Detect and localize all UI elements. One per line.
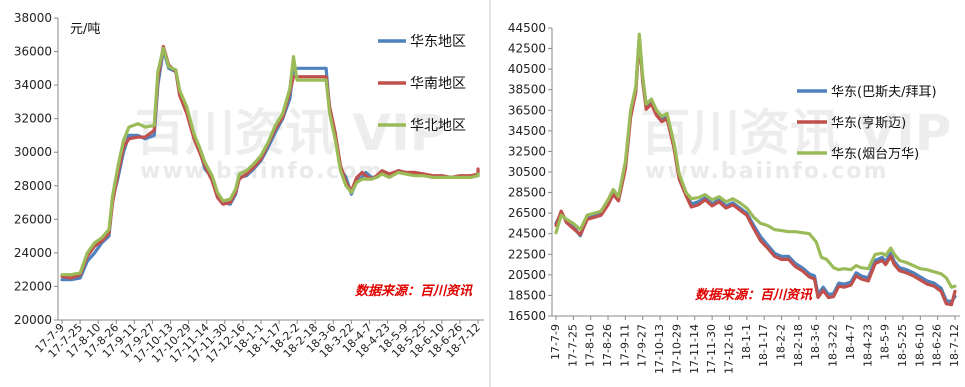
chart-right: 百川资讯 VIP www.baiinfo.com 16500 18500 20500… [508, 21, 961, 374]
x-tick-label: 18-2-2 [775, 324, 788, 360]
y-axis-left: 20000 22000 24000 26000 28000 30000 32000 34000… [14, 11, 58, 327]
y-tick-label: 26500 [508, 206, 546, 220]
y-tick-label: 20000 [14, 313, 52, 327]
x-tick-label: 18-1-1 [740, 324, 753, 360]
legend-label: 华北地区 [410, 118, 466, 134]
x-tick-label: 17-7-9 [549, 324, 562, 360]
y-tick-label: 28500 [508, 186, 546, 200]
y-tick-label: 30000 [14, 145, 52, 159]
legend-label: 华东地区 [410, 34, 466, 50]
y-tick-label: 34500 [508, 124, 546, 138]
x-tick-label: 17-8-10 [584, 324, 597, 367]
x-tick-label: 18-6-26 [931, 324, 944, 367]
series-line-right-3 [554, 32, 957, 289]
watermark-text-left: 百川资讯 VIP [135, 104, 446, 162]
source-label-right: 数据来源：百川资讯 [695, 287, 813, 303]
legend-label: 华东(亨斯迈) [831, 115, 906, 131]
x-tick-label: 17-8-26 [601, 324, 614, 367]
chart-left: 百川资讯 VIP www.baiinfo.com 200002200024000… [14, 11, 484, 365]
watermark-url-right: www.baiinfo.com [645, 159, 888, 184]
y-tick-label: 38000 [14, 11, 52, 25]
y-tick-label: 22500 [508, 247, 546, 261]
y-tick-label: 34000 [14, 78, 52, 92]
y-tick-label: 24500 [508, 227, 546, 241]
y-tick-label: 30500 [508, 165, 546, 179]
x-tick-label: 17-10-29 [670, 324, 683, 374]
source-label-left: 数据来源：百川资讯 [355, 283, 473, 299]
x-tick-label: 18-4-23 [861, 324, 874, 367]
y-tick-label: 28000 [14, 179, 52, 193]
y-tick-label: 22000 [14, 279, 52, 293]
y-tick-label: 16500 [508, 309, 546, 323]
y-tick-label: 24000 [14, 246, 52, 260]
series-line-left-2 [60, 44, 480, 280]
watermark-text-right: 百川资讯 VIP [640, 104, 951, 162]
x-tick-label: 18-3-6 [809, 324, 822, 360]
x-tick-label: 17-9-27 [636, 324, 649, 367]
x-tick-label: 18-5-25 [896, 324, 909, 367]
x-tick-label: 18-2-18 [792, 324, 805, 367]
y-tick-label: 26000 [14, 212, 52, 226]
legend-label: 华南地区 [410, 76, 466, 92]
x-tick-label: 18-6-10 [913, 324, 926, 367]
y-tick-label: 32000 [14, 112, 52, 126]
y-tick-label: 20500 [508, 268, 546, 282]
y-tick-label: 36500 [508, 103, 546, 117]
series-group-left [60, 44, 480, 282]
y-tick-label: 36000 [14, 45, 52, 59]
y-tick-label: 42500 [508, 42, 546, 56]
x-tick-label: 18-1-17 [757, 324, 770, 367]
x-tick-label: 17-11-14 [688, 324, 701, 374]
y-tick-label: 40500 [508, 62, 546, 76]
x-tick-label: 17-9-11 [618, 324, 631, 367]
y-tick-label: 18500 [508, 288, 546, 302]
y-tick-label: 38500 [508, 83, 546, 97]
legend-label: 华东(巴斯夫/拜耳) [831, 85, 937, 100]
x-tick-label: 18-4-7 [844, 324, 857, 360]
x-axis-right: 17-7-9 17-7-25 17-8-10 17-8-26 17-9-11 17-9-2… [549, 316, 961, 374]
x-tick-label: 17-12-16 [722, 324, 735, 374]
x-axis-left: 17-7-917-7-2517-8-1017-8-2617-9-1117-9-2… [33, 320, 483, 365]
y-tick-label: 44500 [508, 21, 546, 35]
watermark-right: 百川资讯 VIP www.baiinfo.com [640, 104, 951, 184]
x-tick-label: 18-7-12 [948, 324, 961, 367]
x-tick-label: 17-10-13 [653, 324, 666, 374]
x-tick-label: 17-11-30 [705, 324, 718, 374]
legend-label: 华东(烟台万华) [831, 147, 919, 162]
x-tick-label: 17-7-25 [566, 324, 579, 367]
legend-right: 华东(巴斯夫/拜耳) 华东(亨斯迈) 华东(烟台万华) [797, 85, 937, 162]
series-line-left-3 [60, 46, 480, 277]
unit-label: 元/吨 [70, 22, 100, 37]
series-group-right [554, 32, 957, 307]
x-tick-label: 18-3-22 [827, 324, 840, 367]
x-tick-label: 18-5-9 [879, 324, 892, 360]
y-tick-label: 32500 [508, 144, 546, 158]
y-axis-right: 16500 18500 20500 22500 24500 26500 28500 30500… [508, 21, 552, 323]
